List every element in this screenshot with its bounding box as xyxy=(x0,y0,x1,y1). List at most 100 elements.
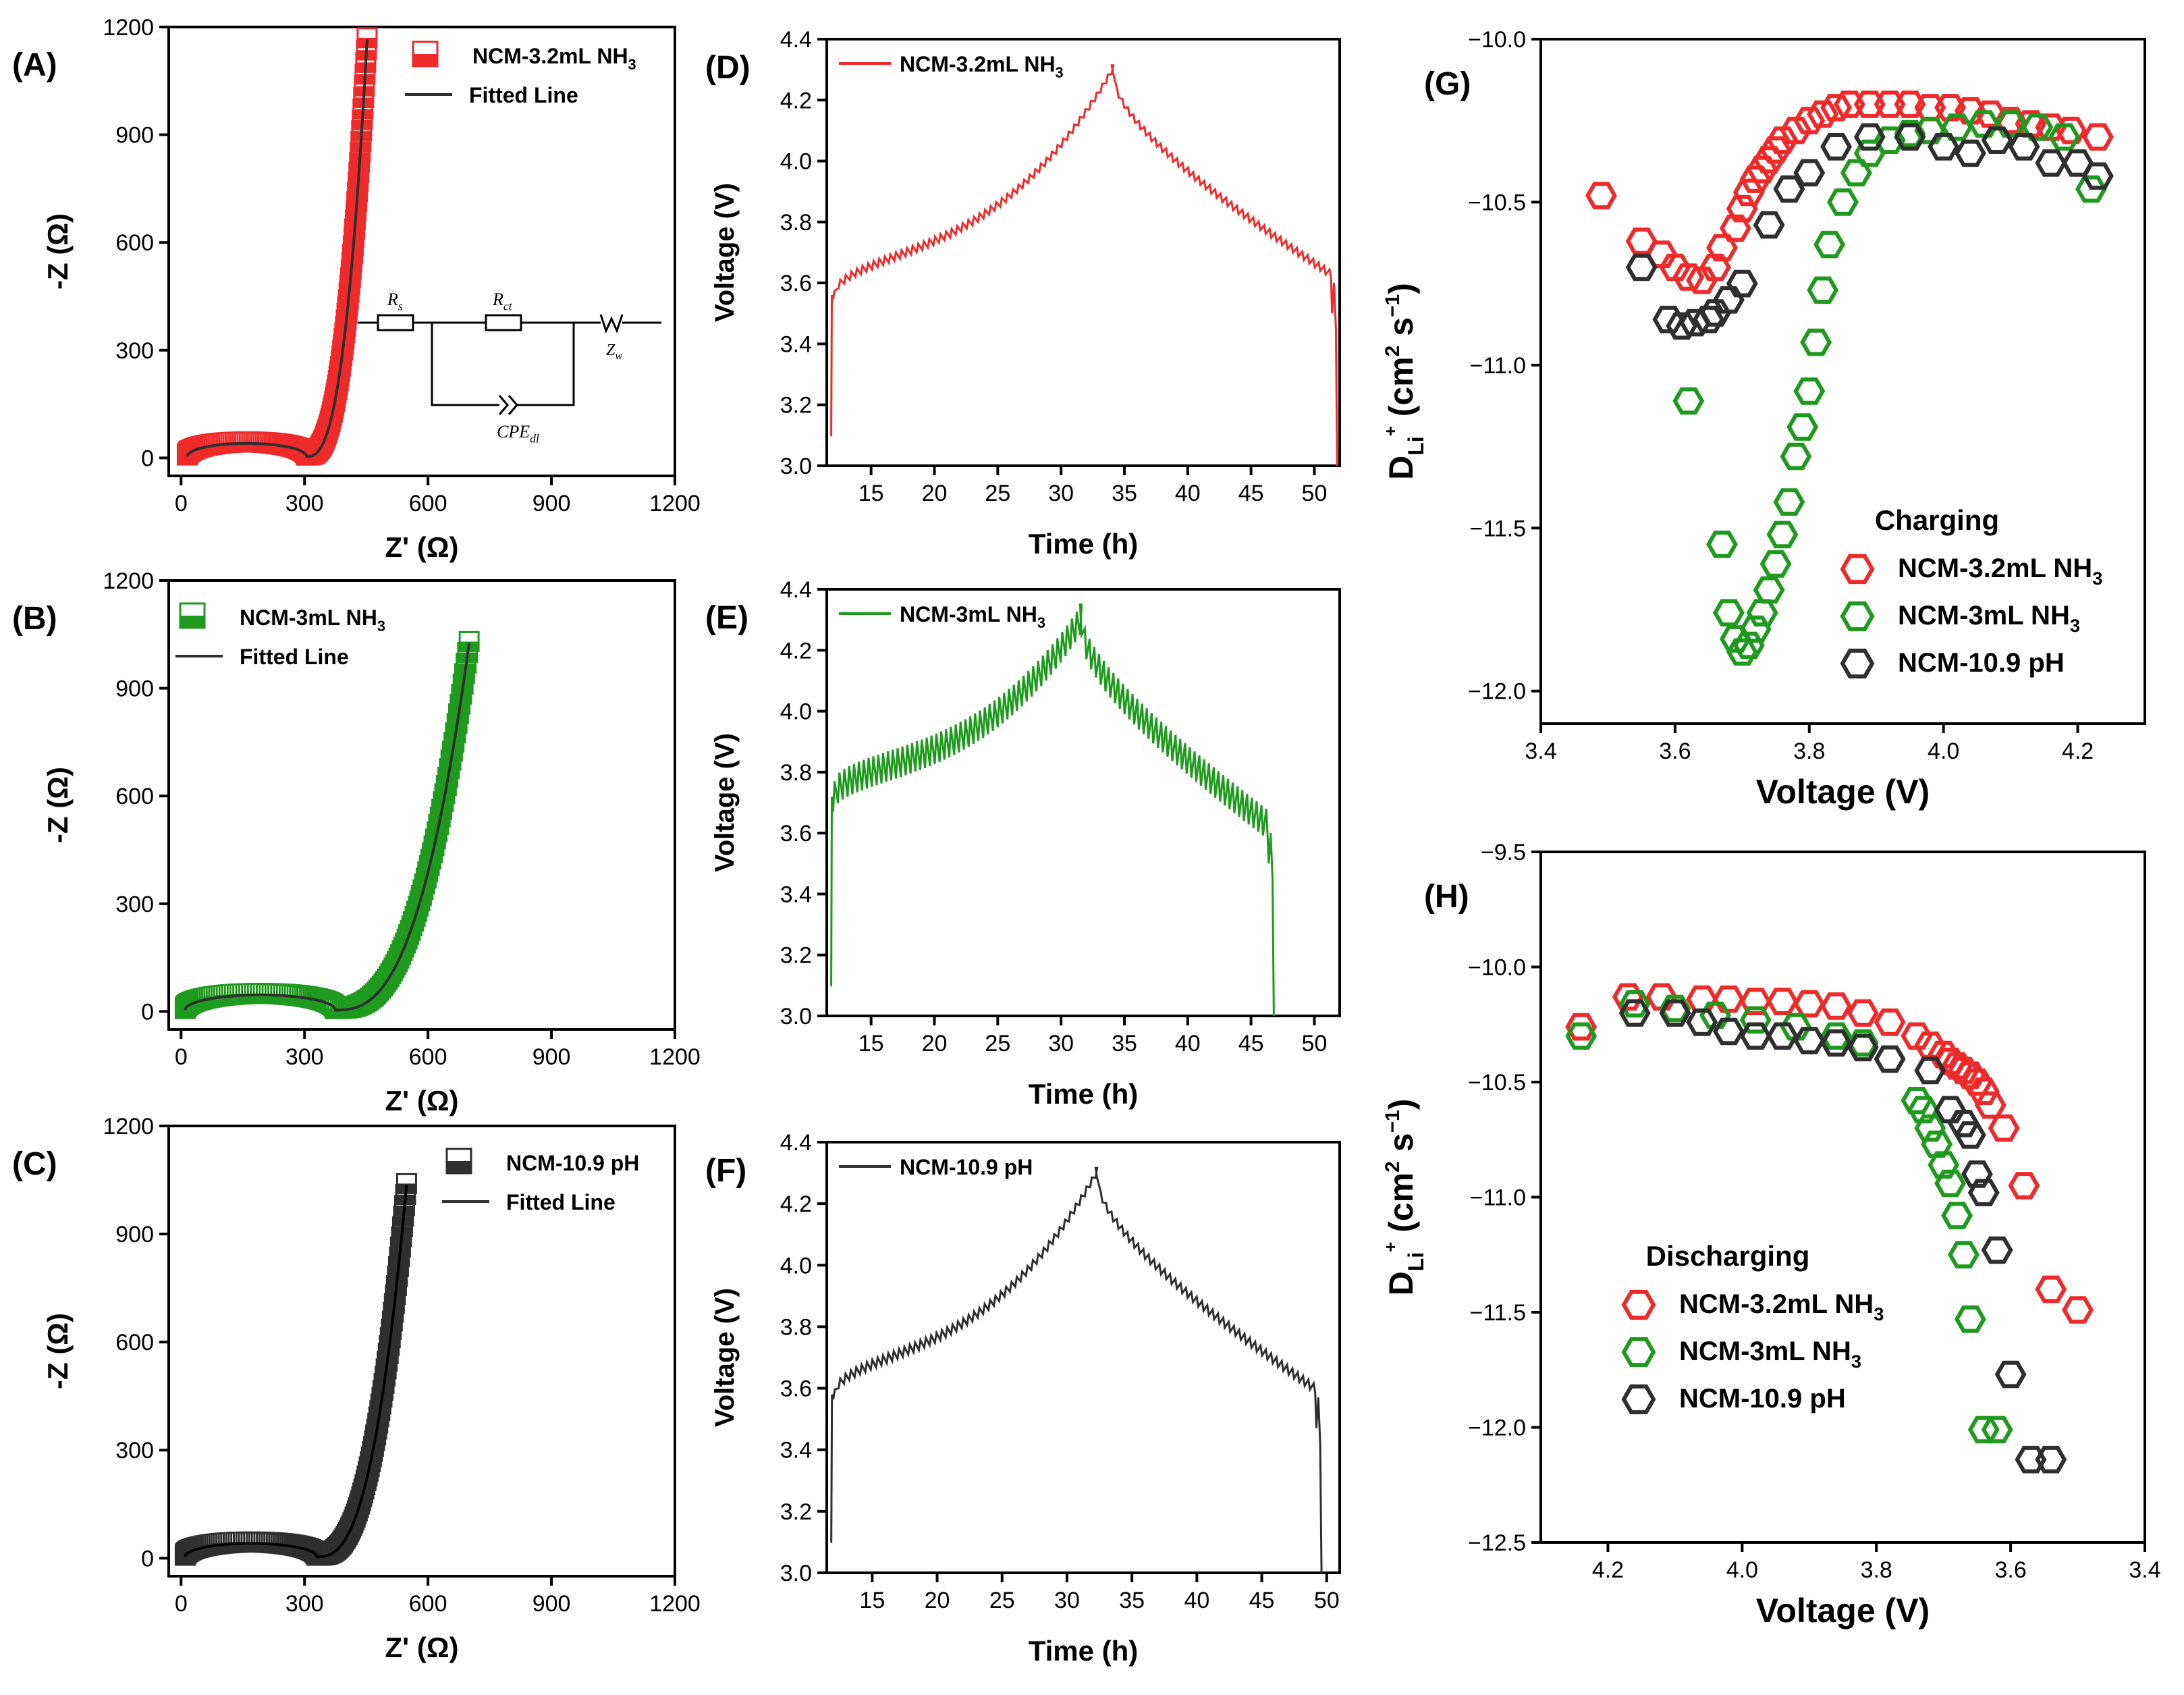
data-point xyxy=(1766,520,1799,549)
circuit-label-cpe: CPEdl xyxy=(497,422,539,445)
x-tick-label: 3.6 xyxy=(1994,1557,2026,1583)
legend-label-sub: 3 xyxy=(1037,614,1045,631)
x-tick-label: 50 xyxy=(1302,481,1328,506)
data-point xyxy=(1928,1040,1960,1069)
y-tick-label: 1200 xyxy=(103,1114,154,1139)
x-tick-label: 900 xyxy=(533,1591,571,1617)
circuit-label-rct-sub: ct xyxy=(503,299,513,313)
data-point xyxy=(1820,992,1853,1020)
y-tick-label: 3.6 xyxy=(780,1376,812,1402)
x-tick-label: 4.0 xyxy=(1928,738,1959,764)
x-tick-label: 45 xyxy=(1238,481,1264,506)
data-point xyxy=(1793,159,1826,187)
y-axis-label-part: 2 xyxy=(1382,346,1404,357)
data-point xyxy=(1954,1305,1986,1333)
legend-label: Fitted Line xyxy=(506,1190,616,1214)
circuit-label-rct: Rct xyxy=(492,290,513,313)
data-point xyxy=(1853,123,1886,151)
plot-frame xyxy=(1539,38,2146,725)
panel-E: 15 20 25 30 35 40 45 50 3.0 3.2 3.4 3.6 3.8 4.0 4.2 4.4… xyxy=(705,577,1341,1110)
data-point xyxy=(1921,1130,1953,1158)
data-point xyxy=(2081,123,2114,151)
panel-B: 0 300 600 900 1200 0 300 600 900 1200 (B) Z' (Ω) -Z … xyxy=(12,568,701,1116)
y-tick-label: 4.2 xyxy=(780,88,812,113)
y-tick-label: 4.0 xyxy=(780,699,812,725)
data-point xyxy=(179,602,206,629)
data-point xyxy=(1941,113,1973,141)
x-axis-label: Z' (Ω) xyxy=(385,531,459,563)
x-tick-label: 15 xyxy=(858,1031,884,1056)
y-tick-label: 0 xyxy=(141,1546,154,1571)
x-tick-label: 30 xyxy=(1048,1031,1074,1056)
data-point xyxy=(1840,648,1875,679)
y-axis-label-part: −1 xyxy=(1382,1110,1404,1133)
data-point-fill xyxy=(180,616,204,628)
data-point xyxy=(1941,1052,1973,1080)
data-point xyxy=(1739,1006,1772,1034)
data-point xyxy=(2015,1445,2047,1474)
data-point xyxy=(1874,126,1906,154)
y-axis-label: -Z (Ω) xyxy=(42,1313,74,1389)
data-point xyxy=(1645,983,1678,1011)
data-point xyxy=(1766,1022,1799,1050)
y-axis-label: Voltage (V) xyxy=(710,183,740,322)
legend-label: NCM-3.2mL NH3 xyxy=(472,44,636,73)
x-axis-label: Voltage (V) xyxy=(1756,1592,1930,1630)
x-tick-label: 3.6 xyxy=(1659,738,1691,764)
legend-label-main: NCM-3mL NH xyxy=(1679,1337,1851,1366)
data-point xyxy=(1948,1056,1980,1085)
x-axis-label: Time (h) xyxy=(1029,1078,1139,1110)
data-point xyxy=(1759,550,1792,578)
panel-label: (B) xyxy=(12,601,57,637)
legend-label: Fitted Line xyxy=(240,645,349,669)
x-tick-label: 40 xyxy=(1175,1031,1201,1056)
x-tick-label: 300 xyxy=(285,1591,324,1617)
legend-label: NCM-3.2mL NH3 xyxy=(1679,1289,1884,1324)
data-point xyxy=(1941,1202,1973,1230)
y-axis-label-part: 2 xyxy=(1382,1161,1404,1173)
y-axis-label: Voltage (V) xyxy=(710,1288,740,1427)
y-axis-label-part: (cm xyxy=(1382,1173,1420,1242)
y-axis-label: DLi + (cm2 s−1) xyxy=(1380,1099,1428,1296)
data-point xyxy=(1820,1022,1853,1050)
data-point xyxy=(1981,1236,2013,1264)
y-tick-label: 4.4 xyxy=(780,577,812,603)
plot-frame xyxy=(825,588,1341,1017)
data-point xyxy=(1621,1337,1656,1368)
legend-label: Fitted Line xyxy=(469,83,578,107)
x-tick-label: 30 xyxy=(1048,481,1074,506)
x-tick-label: 3.4 xyxy=(2129,1557,2160,1583)
warburg xyxy=(599,314,624,334)
data-point xyxy=(1894,123,1926,151)
x-tick-label: 300 xyxy=(285,491,324,516)
data-point xyxy=(2008,1172,2040,1200)
data-point xyxy=(1820,1029,1853,1057)
data-point xyxy=(2055,116,2087,144)
y-tick-label: 1200 xyxy=(103,568,154,594)
x-tick-label: 50 xyxy=(1302,1031,1328,1056)
data-point xyxy=(1847,1033,1879,1062)
y-tick-label: 300 xyxy=(115,338,154,364)
x-tick-label: 40 xyxy=(1175,481,1201,506)
y-tick-label: 1200 xyxy=(103,15,154,41)
wire xyxy=(517,323,575,406)
data-point xyxy=(1686,267,1718,294)
data-point xyxy=(1967,110,2000,138)
y-axis-label-part: D xyxy=(1382,456,1420,480)
data-point xyxy=(1759,136,1792,164)
data-point xyxy=(1773,175,1805,203)
data-point xyxy=(1618,999,1651,1027)
legend-title: Charging xyxy=(1875,504,1999,536)
plot-frame xyxy=(825,38,1341,467)
y-axis-label: Voltage (V) xyxy=(710,733,740,872)
circuit-label-rct-main: R xyxy=(492,290,503,309)
data-point xyxy=(1874,1045,1906,1073)
x-tick-label: 1200 xyxy=(649,1591,701,1617)
legend-label: NCM-3.2mL NH3 xyxy=(900,52,1064,81)
y-tick-label: −10.5 xyxy=(1468,190,1526,215)
x-axis-label: Time (h) xyxy=(1029,528,1139,560)
panel-label: (D) xyxy=(705,50,750,86)
data-point xyxy=(1928,1151,1960,1179)
x-axis-label: Voltage (V) xyxy=(1756,773,1930,811)
